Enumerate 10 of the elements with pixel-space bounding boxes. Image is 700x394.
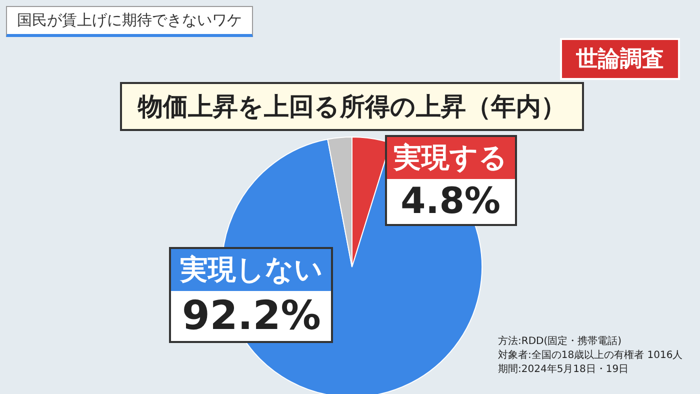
- data-label: 92.2%: [181, 292, 322, 341]
- text: 世論調査: [560, 38, 680, 80]
- slice-label: 実現しない: [171, 249, 332, 291]
- text: 対象者:全国の18歳以上の有権者 1016人: [498, 349, 683, 363]
- chart-subtitle: 国民が賃上げに期待できないワケ: [6, 6, 253, 37]
- chart-title: 物価上昇を上回る所得の上昇（年内）: [120, 82, 584, 131]
- data-label: 4.8%: [400, 180, 502, 224]
- text: 方法:RDD(固定・携帯電話): [498, 335, 623, 349]
- slice-label: 実現する: [386, 137, 515, 180]
- text: 期間:2024年5月18日・19日: [498, 363, 630, 377]
